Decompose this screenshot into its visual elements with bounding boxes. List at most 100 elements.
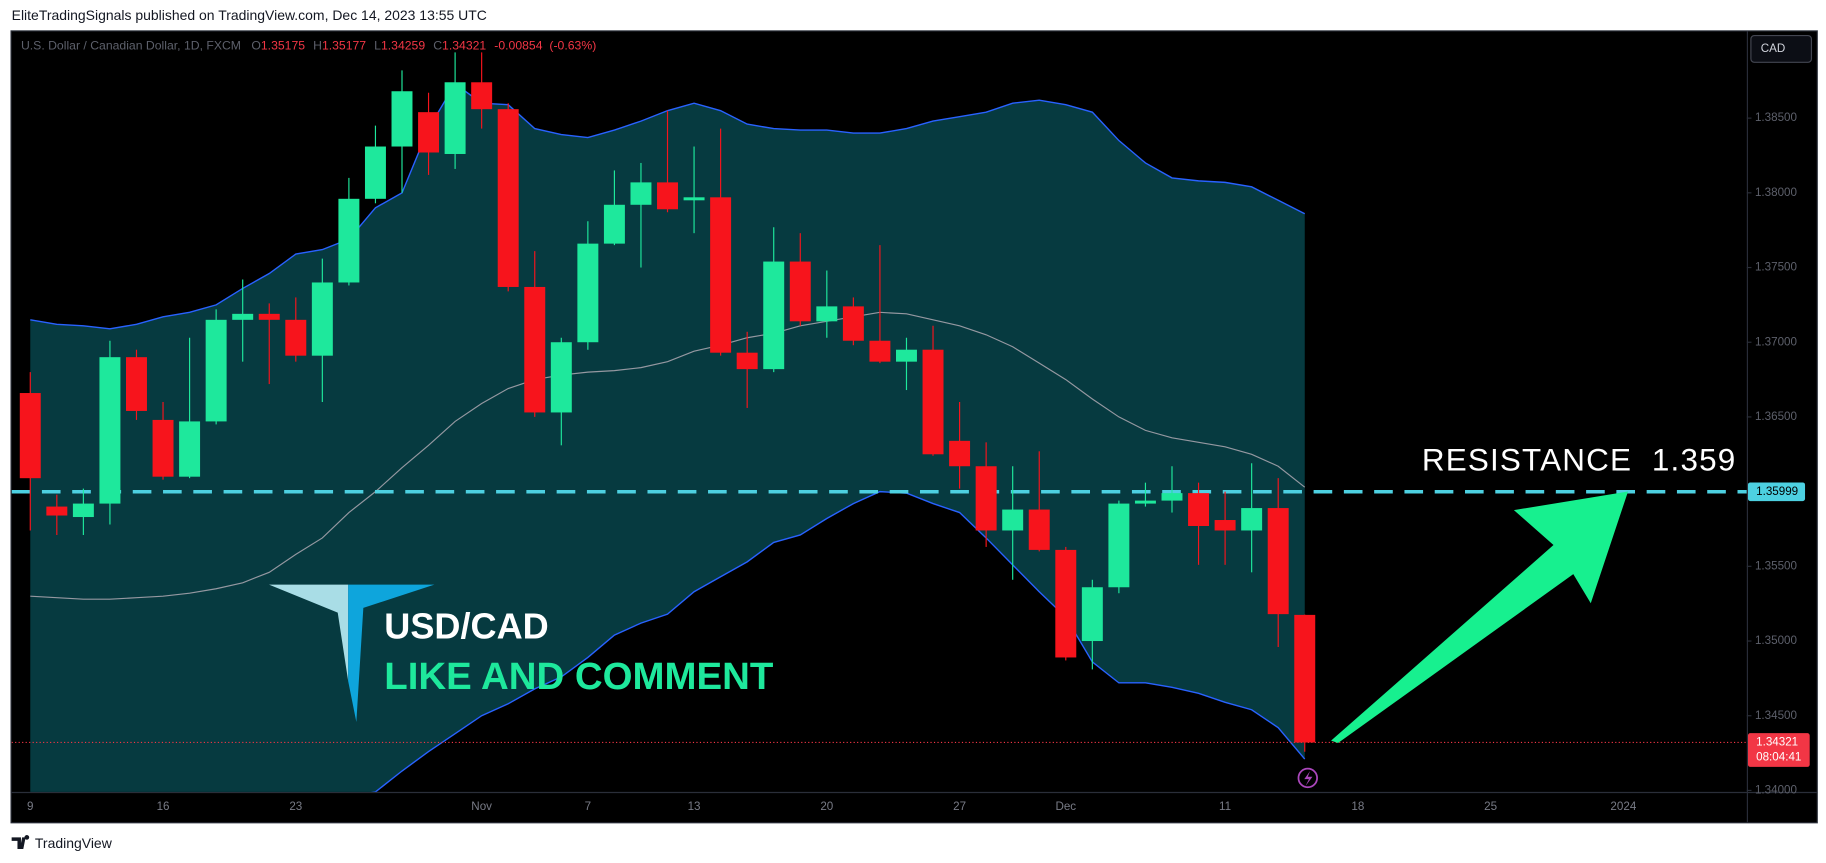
legend-high: 1.35177: [322, 39, 366, 53]
event-icon[interactable]: [1297, 767, 1318, 789]
candle-body: [975, 466, 997, 531]
last-price-label: 1.34321: [1756, 736, 1798, 749]
y-tick-label: 1.35000: [1755, 634, 1798, 647]
logo-right: [348, 584, 435, 723]
candle-body: [232, 313, 254, 320]
y-tick-label: 1.38000: [1755, 186, 1798, 199]
candle-body: [258, 313, 280, 320]
up-arrow: [1331, 491, 1629, 744]
logo-left: [269, 584, 349, 682]
x-tick-label: 20: [820, 800, 833, 813]
x-tick-label: 25: [1484, 800, 1497, 813]
candle-body: [497, 109, 519, 287]
call-annotation: LIKE AND COMMENT: [384, 655, 774, 698]
x-tick-label: 9: [27, 800, 33, 813]
candle-body: [46, 506, 68, 516]
candle-body: [683, 197, 705, 201]
resistance-tag-label: 1.35999: [1756, 485, 1798, 498]
candle-body: [179, 421, 201, 477]
legend-o: O: [251, 39, 261, 53]
y-tick-label: 1.36500: [1755, 410, 1798, 423]
candle-body: [1055, 549, 1077, 658]
candle-body: [603, 204, 625, 244]
axes: 1.34000 1.34500 1.35000 1.35500 1.36500 1.370…: [27, 111, 1810, 813]
symbol-annotation: USD/CAD: [384, 605, 548, 646]
candle-body: [657, 182, 678, 210]
legend-title: U.S. Dollar / Canadian Dollar, 1D, FXCM: [21, 39, 241, 53]
candle-body: [869, 340, 891, 362]
legend-change: -0.00854: [494, 39, 542, 53]
currency-label: CAD: [1761, 42, 1786, 55]
resistance-annotation: RESISTANCE 1.359: [1422, 443, 1737, 478]
x-tick-label: 23: [289, 800, 302, 813]
candle-body: [789, 261, 811, 322]
y-tick-label: 1.35500: [1755, 559, 1798, 572]
x-tick-label: 13: [688, 800, 701, 813]
event-icon-bolt: [1304, 770, 1313, 787]
candle-body: [19, 393, 41, 479]
candle-body: [391, 91, 413, 147]
legend-change-percent: (-0.63%): [549, 39, 596, 53]
candle-body: [922, 349, 944, 455]
candle-body: [418, 112, 440, 153]
candle-body: [1028, 509, 1050, 550]
candle-body: [1241, 508, 1263, 531]
y-tick-label: 1.38500: [1755, 111, 1798, 124]
candle-body: [311, 282, 333, 356]
candle-body: [816, 306, 838, 322]
candle-body: [471, 82, 493, 110]
y-tick-label: 1.37500: [1755, 261, 1798, 274]
x-tick-label: 7: [585, 800, 591, 813]
candle-body: [126, 357, 147, 411]
x-tick-label: 11: [1219, 800, 1231, 813]
candle-body: [205, 319, 227, 422]
candle-body: [736, 352, 758, 370]
candle-body: [1108, 503, 1130, 588]
legend-c: C: [433, 39, 442, 53]
candle-body: [550, 342, 572, 413]
y-tick-label: 1.37000: [1755, 335, 1798, 348]
candle-body: [338, 198, 360, 283]
candle-body: [1134, 500, 1156, 504]
resistance-tag: [1747, 482, 1806, 502]
legend-h: H: [313, 39, 322, 53]
candle-body: [710, 197, 732, 353]
candle-body: [1267, 508, 1289, 615]
middle-band: [30, 311, 1306, 600]
candle-body: [72, 503, 94, 518]
candle-body: [949, 440, 971, 467]
candle-body: [524, 286, 546, 413]
countdown-label: 08:04:41: [1756, 751, 1801, 764]
candle-body: [444, 82, 466, 154]
legend-open: 1.35175: [261, 39, 305, 53]
candle-body: [1002, 509, 1024, 531]
candle-body: [763, 261, 785, 370]
legend-close: 1.34321: [442, 39, 486, 53]
legend-l: L: [374, 39, 381, 53]
x-tick-label: Nov: [471, 800, 492, 813]
x-tick-label: 27: [953, 800, 966, 813]
x-tick-label: 2024: [1610, 800, 1636, 813]
candle-body: [1214, 520, 1236, 531]
publish-note: EliteTradingSignals published on Trading…: [12, 7, 487, 23]
candle-body: [1081, 587, 1103, 642]
candle-body: [1188, 493, 1210, 526]
candle-body: [364, 146, 386, 199]
candle-body: [99, 357, 121, 504]
x-tick-label: 18: [1351, 800, 1364, 813]
legend-low: 1.34259: [381, 39, 425, 53]
y-tick-label: 1.34000: [1755, 784, 1798, 797]
candle-body: [1294, 614, 1316, 743]
candle-body: [1161, 493, 1183, 501]
footer-brand: TradingView: [35, 835, 113, 851]
candle-body: [152, 419, 174, 477]
candle-body: [630, 182, 652, 205]
legend: U.S. Dollar / Canadian Dollar, 1D, FXCM …: [21, 39, 596, 53]
footer-logo: [11, 835, 30, 849]
candle-body: [577, 243, 599, 343]
currency-button[interactable]: [1750, 34, 1813, 63]
y-tick-label: 1.34500: [1755, 709, 1798, 722]
x-tick-label: 16: [157, 800, 170, 813]
